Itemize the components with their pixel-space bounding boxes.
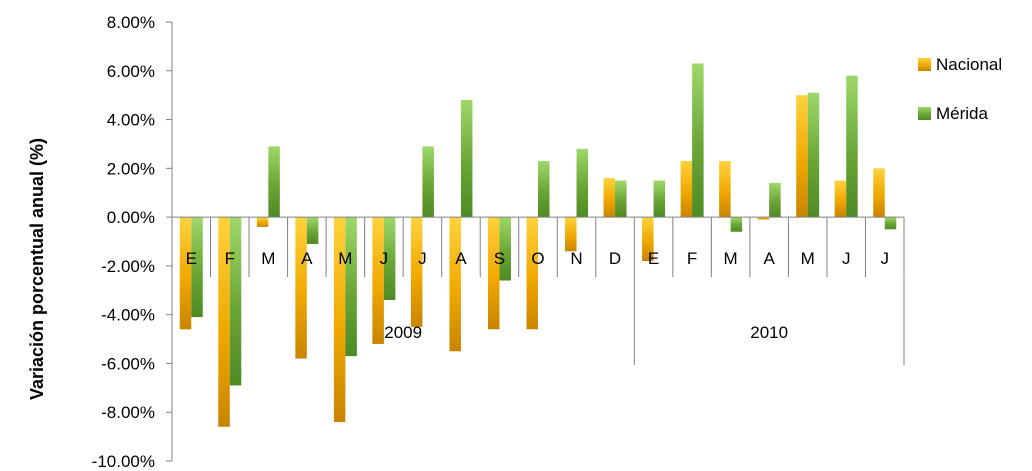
bar-merida-9 — [538, 161, 550, 218]
plot-area: 8.00% 6.00% 4.00% 2.00% 0.00% -2.00% -4.00% -6.… — [92, 13, 905, 471]
x-category-label: F — [687, 249, 697, 268]
x-category-label: D — [609, 249, 621, 268]
legend-swatch-merida — [918, 107, 931, 120]
y-axis-label: Variación porcentual anual (%) — [27, 138, 47, 400]
x-category-label: J — [418, 249, 427, 268]
bar-merida-4 — [345, 217, 357, 357]
x-category-label: J — [880, 249, 889, 268]
bar-merida-6 — [422, 146, 434, 218]
y-tick-label: 6.00% — [107, 62, 155, 81]
bar-nacional-6 — [410, 217, 423, 327]
bar-nacional-17 — [834, 180, 847, 218]
bar-nacional-9 — [526, 217, 538, 330]
bar-merida-7 — [460, 100, 473, 218]
x-category-label: A — [301, 249, 313, 268]
bar-merida-16 — [807, 92, 820, 218]
y-tick-label: -8.00% — [101, 403, 155, 422]
legend-swatch-nacional — [918, 58, 931, 71]
bar-nacional-12 — [642, 217, 654, 262]
x-category-label: E — [186, 249, 197, 268]
x-category-label: S — [494, 249, 505, 268]
bar-nacional-4 — [333, 217, 346, 422]
y-tick-label: -2.00% — [101, 257, 155, 276]
bar-nacional-10 — [565, 217, 577, 252]
x-category-label: A — [455, 249, 467, 268]
x-category-label: M — [801, 249, 815, 268]
bar-merida-18 — [884, 217, 897, 230]
bar-nacional-8 — [487, 217, 500, 330]
bar-nacional-18 — [873, 168, 885, 218]
x-category-label: J — [842, 249, 851, 268]
bar-nacional-1 — [218, 217, 230, 427]
bar-merida-1 — [229, 217, 242, 386]
bar-merida-3 — [306, 217, 319, 244]
y-tick-label: -10.00% — [92, 452, 155, 471]
legend-label: Mérida — [936, 104, 989, 123]
bar-nacional-2 — [256, 217, 269, 227]
bar-merida-5 — [383, 217, 396, 301]
bar-nacional-16 — [796, 95, 808, 218]
bar-nacional-13 — [680, 161, 693, 218]
y-tick-label: -4.00% — [101, 306, 155, 325]
bar-merida-12 — [653, 180, 666, 218]
y-tick-label: 8.00% — [107, 13, 155, 32]
legend-label: Nacional — [936, 55, 1002, 74]
x-category-label: A — [763, 249, 775, 268]
x-category-label: N — [570, 249, 582, 268]
bar-merida-15 — [769, 182, 781, 218]
bar-nacional-7 — [449, 217, 461, 352]
x-group-label: 2009 — [384, 323, 422, 342]
bar-merida-14 — [730, 217, 743, 232]
x-category-label: M — [724, 249, 738, 268]
bar-merida-17 — [846, 75, 858, 218]
bar-merida-2 — [268, 146, 280, 218]
bar-nacional-11 — [603, 178, 616, 218]
x-category-label: M — [261, 249, 275, 268]
bar-merida-0 — [191, 217, 203, 318]
x-category-label: M — [338, 249, 352, 268]
x-category-label: O — [531, 249, 544, 268]
x-category-label: J — [380, 249, 389, 268]
legend: Nacional Mérida — [918, 55, 1002, 123]
bar-nacional-0 — [179, 217, 192, 330]
y-tick-label: 0.00% — [107, 208, 155, 227]
bar-nacional-3 — [295, 217, 307, 359]
bar-nacional-15 — [757, 217, 770, 220]
y-tick-label: -6.00% — [101, 354, 155, 373]
bar-nacional-14 — [719, 161, 731, 218]
bar-merida-8 — [499, 217, 511, 281]
x-category-label: E — [648, 249, 659, 268]
y-tick-label: 2.00% — [107, 159, 155, 178]
bar-nacional-5 — [372, 217, 384, 344]
y-tick-label: 4.00% — [107, 111, 155, 130]
bar-merida-13 — [692, 63, 704, 218]
bar-merida-10 — [576, 148, 589, 218]
x-group-label: 2010 — [750, 323, 788, 342]
x-category-label: F — [225, 249, 235, 268]
bar-merida-11 — [615, 180, 627, 218]
